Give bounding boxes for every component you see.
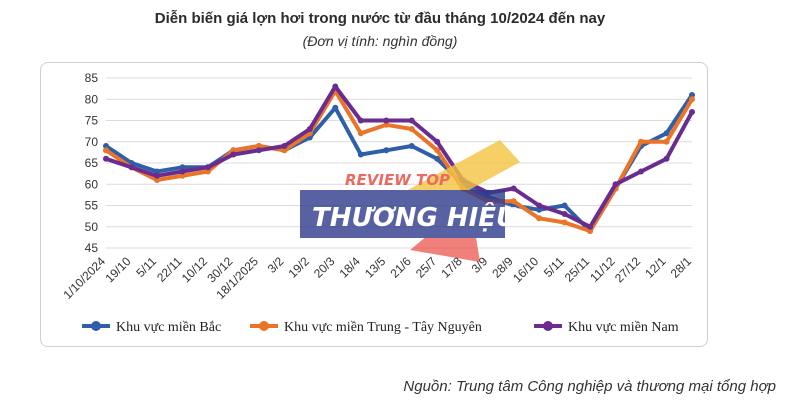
x-tick-label: 25/11	[562, 254, 593, 285]
data-point	[357, 130, 364, 137]
chart-frame	[40, 62, 708, 347]
data-point	[434, 138, 441, 145]
data-point	[434, 155, 441, 162]
x-tick-label: 1/10/2024	[60, 254, 108, 302]
series-line-3	[104, 84, 694, 229]
data-point	[153, 177, 160, 183]
data-point	[332, 104, 339, 111]
x-tick-label: 16/10	[510, 254, 541, 285]
data-point	[153, 172, 160, 179]
data-point	[536, 206, 543, 213]
data-point	[383, 121, 390, 128]
legend-label: Khu vực miền Trung - Tây Nguyên	[284, 320, 482, 335]
data-point	[689, 92, 695, 98]
data-point	[510, 185, 517, 192]
data-point	[204, 164, 211, 171]
legend-label: Khu vực miền Bắc	[116, 320, 221, 335]
watermark-logo: REVIEW TOP THƯƠNG HIỆU	[300, 140, 520, 262]
data-point	[153, 168, 160, 175]
data-point	[179, 172, 186, 179]
data-point	[663, 138, 670, 145]
data-point	[638, 168, 645, 175]
data-point	[255, 147, 262, 154]
series-line-2	[104, 88, 694, 233]
data-point	[408, 143, 415, 149]
y-tick-label: 60	[85, 177, 99, 191]
source-note: Nguồn: Trung tâm Công nghiệp và thương m…	[403, 378, 776, 395]
data-point	[434, 147, 441, 154]
data-point	[230, 147, 237, 154]
data-point	[561, 219, 568, 226]
series-lines	[103, 83, 695, 234]
watermark-line-2: THƯƠNG HIỆU	[312, 201, 517, 233]
data-point	[587, 223, 594, 230]
data-point	[561, 202, 568, 209]
y-tick-label: 80	[85, 92, 99, 106]
legend-marker	[543, 321, 553, 331]
legend-marker	[259, 321, 269, 331]
y-tick-label: 85	[85, 71, 99, 85]
x-tick-label: 22/11	[154, 254, 185, 285]
y-tick-label: 65	[85, 156, 99, 170]
data-point	[689, 109, 695, 115]
chart-subtitle: (Đơn vị tính: nghìn đồng)	[302, 33, 458, 49]
data-point	[357, 151, 364, 158]
data-point	[230, 151, 237, 158]
y-tick-label: 70	[85, 135, 99, 149]
data-point	[510, 198, 517, 205]
data-point	[128, 164, 135, 171]
y-tick-label: 50	[85, 220, 99, 234]
data-point	[689, 96, 695, 103]
x-tick-label: 13/5	[362, 254, 389, 281]
data-point	[332, 83, 339, 90]
x-tick-label: 27/12	[612, 254, 643, 285]
legend-label: Khu vực miền Nam	[568, 320, 679, 335]
x-tick-label: 11/12	[587, 254, 618, 285]
x-tick-label: 12/1	[642, 254, 669, 281]
x-tick-label: 21/6	[387, 254, 414, 281]
data-point	[408, 117, 415, 124]
data-point	[281, 147, 288, 154]
data-point	[536, 202, 543, 209]
x-tick-label: 19/2	[286, 254, 313, 281]
data-point	[255, 143, 262, 149]
data-point	[103, 147, 109, 154]
x-tick-label: 3/2	[265, 254, 287, 276]
data-point	[179, 164, 186, 171]
y-tick-label: 55	[85, 199, 99, 213]
legend-marker	[91, 321, 101, 331]
data-point	[103, 155, 109, 162]
legend: Khu vực miền Bắc Khu vực miền Trung - Tây…	[82, 320, 679, 335]
data-point	[536, 215, 543, 222]
data-point	[612, 181, 619, 188]
x-tick-label: 18/4	[336, 254, 363, 281]
x-tick-label: 10/12	[179, 254, 210, 285]
x-tick-label: 20/3	[311, 254, 338, 281]
data-point	[383, 117, 390, 124]
data-point	[638, 138, 645, 145]
data-point	[306, 126, 313, 132]
data-point	[587, 228, 594, 234]
watermark-line-1: REVIEW TOP	[345, 171, 450, 189]
x-tick-label: 28/1	[668, 254, 695, 281]
data-point	[281, 143, 288, 149]
y-axis-ticks: 45 50 55 60 65 70 75 80 85	[85, 71, 99, 255]
data-point	[204, 168, 211, 175]
data-point	[357, 117, 364, 124]
chart-title: Diễn biến giá lợn hơi trong nước từ đầu …	[154, 10, 606, 27]
y-tick-label: 45	[85, 241, 99, 255]
y-tick-label: 75	[85, 114, 99, 128]
data-point	[179, 168, 186, 175]
data-point	[663, 130, 670, 137]
data-point	[383, 147, 390, 154]
data-point	[561, 211, 568, 217]
x-tick-label: 25/7	[413, 254, 440, 281]
data-point	[408, 126, 415, 132]
data-point	[663, 155, 670, 162]
x-tick-label: 19/10	[102, 254, 133, 285]
data-point	[103, 143, 109, 149]
